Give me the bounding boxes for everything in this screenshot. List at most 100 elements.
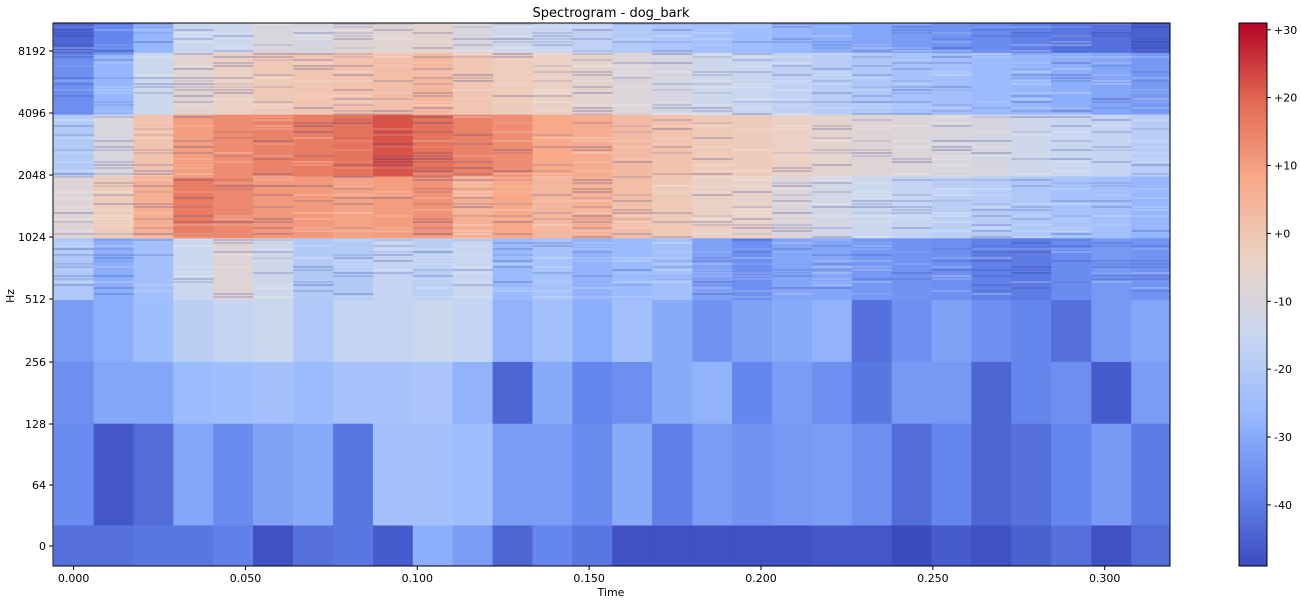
heatmap-stripe	[492, 47, 533, 49]
heatmap-cell	[532, 299, 573, 362]
heatmap-cell	[732, 423, 773, 526]
heatmap-stripe	[811, 278, 853, 280]
heatmap-stripe	[173, 191, 214, 193]
heatmap-cell	[851, 237, 893, 301]
heatmap-cell	[1011, 299, 1052, 362]
heatmap-cells	[53, 23, 1171, 567]
heatmap-cell	[1051, 23, 1092, 53]
heatmap-stripe	[412, 140, 454, 142]
heatmap-stripe	[173, 80, 214, 82]
heatmap-stripe	[253, 101, 294, 103]
heatmap-stripe	[891, 179, 932, 181]
heatmap-stripe	[772, 47, 813, 49]
heatmap-stripe	[452, 188, 494, 190]
heatmap-cell	[1091, 361, 1132, 424]
heatmap-stripe	[612, 140, 653, 142]
heatmap-stripe	[891, 83, 932, 85]
heatmap-stripe	[851, 293, 893, 295]
heatmap-stripe	[53, 29, 95, 31]
heatmap-stripe	[333, 227, 374, 229]
heatmap-cell	[213, 423, 254, 526]
heatmap-stripe	[213, 83, 254, 85]
heatmap-stripe	[971, 257, 1012, 259]
heatmap-stripe	[1051, 62, 1092, 64]
heatmap-stripe	[1131, 248, 1171, 250]
heatmap-stripe	[1091, 161, 1132, 163]
heatmap-stripe	[492, 191, 533, 193]
heatmap-stripe	[492, 254, 533, 256]
heatmap-stripe	[572, 71, 613, 73]
heatmap-cell	[692, 114, 733, 177]
heatmap-stripe	[652, 266, 693, 268]
heatmap-stripe	[213, 185, 254, 187]
heatmap-stripe	[572, 242, 613, 244]
heatmap-stripe	[253, 260, 294, 262]
heatmap-stripe	[572, 122, 613, 124]
heatmap-stripe	[612, 260, 653, 262]
heatmap-stripe	[572, 113, 613, 115]
heatmap-stripe	[811, 287, 853, 289]
heatmap-stripe	[412, 233, 454, 235]
heatmap-stripe	[931, 260, 972, 262]
heatmap-stripe	[612, 257, 653, 259]
heatmap-stripe	[891, 218, 932, 220]
heatmap-stripe	[173, 221, 214, 223]
heatmap-stripe	[811, 203, 853, 205]
heatmap-stripe	[293, 230, 334, 232]
chart-title: Spectrogram - dog_bark	[533, 6, 690, 21]
heatmap-stripe	[1131, 260, 1171, 262]
heatmap-stripe	[373, 245, 414, 247]
heatmap-stripe	[213, 266, 254, 268]
heatmap-stripe	[931, 104, 972, 106]
heatmap-stripe	[572, 236, 613, 238]
heatmap-cell	[772, 525, 813, 567]
heatmap-stripe	[652, 269, 693, 271]
heatmap-stripe	[333, 32, 374, 34]
heatmap-stripe	[772, 74, 813, 76]
heatmap-cell	[931, 237, 972, 301]
heatmap-cell	[373, 52, 414, 115]
heatmap-stripe	[1051, 200, 1092, 202]
heatmap-stripe	[811, 164, 853, 166]
heatmap-stripe	[732, 296, 773, 298]
heatmap-stripe	[971, 56, 1012, 58]
heatmap-stripe	[692, 53, 733, 55]
heatmap-stripe	[1011, 266, 1052, 268]
y-tick-label: 512	[25, 293, 46, 306]
heatmap-stripe	[811, 281, 853, 283]
heatmap-stripe	[1051, 137, 1092, 139]
heatmap-stripe	[692, 92, 733, 94]
heatmap-cell	[652, 361, 693, 424]
heatmap-stripe	[213, 293, 254, 295]
heatmap-stripe	[772, 125, 813, 127]
heatmap-cell	[931, 525, 972, 567]
heatmap-stripe	[732, 101, 773, 103]
heatmap-stripe	[811, 176, 853, 178]
heatmap-stripe	[293, 290, 334, 292]
heatmap-stripe	[652, 221, 693, 223]
heatmap-stripe	[931, 278, 972, 280]
heatmap-stripe	[612, 296, 653, 298]
heatmap-stripe	[412, 260, 454, 262]
heatmap-cell	[53, 423, 95, 526]
heatmap-stripe	[931, 290, 972, 292]
heatmap-stripe	[213, 92, 254, 94]
heatmap-cell	[213, 23, 254, 53]
heatmap-stripe	[452, 98, 494, 100]
heatmap-stripe	[1051, 47, 1092, 49]
heatmap-stripe	[1131, 77, 1171, 79]
heatmap-stripe	[652, 50, 693, 52]
heatmap-stripe	[133, 152, 174, 154]
heatmap-stripe	[811, 41, 853, 43]
heatmap-cell	[173, 114, 214, 177]
heatmap-stripe	[373, 29, 414, 31]
heatmap-cell	[133, 176, 174, 239]
heatmap-stripe	[1011, 44, 1052, 46]
heatmap-stripe	[652, 137, 693, 139]
heatmap-cell	[772, 176, 813, 239]
heatmap-stripe	[931, 269, 972, 271]
heatmap-cell	[412, 52, 454, 115]
heatmap-stripe	[692, 215, 733, 217]
heatmap-cell	[293, 525, 334, 567]
heatmap-stripe	[253, 257, 294, 259]
